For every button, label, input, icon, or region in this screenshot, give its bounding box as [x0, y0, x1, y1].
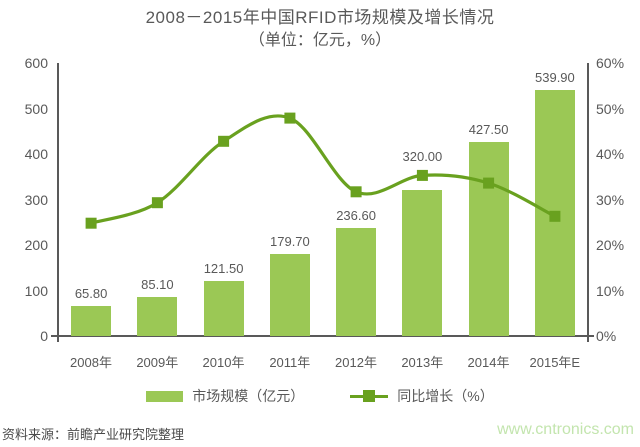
x-axis-label-2013年: 2013年	[401, 355, 444, 370]
bar-2010年	[203, 280, 244, 336]
legend: 市场规模（亿元） 同比增长（%）	[0, 386, 640, 406]
x-axis-label-2010年: 2010年	[202, 355, 245, 370]
bar-2013年	[402, 190, 443, 336]
bar-value-label: 179.70	[270, 234, 310, 250]
left-axis-tick: 400	[24, 146, 48, 162]
x-axis-label-2012年: 2012年	[335, 355, 377, 370]
bar-2009年	[137, 297, 178, 336]
left-axis-tick: 600	[24, 55, 48, 71]
bar-value-label: 65.80	[74, 286, 108, 302]
right-axis-tick: 30%	[596, 191, 625, 208]
bar-value-label: 85.10	[141, 277, 174, 293]
bar-2014年	[468, 141, 509, 336]
right-axis-tick: 60%	[596, 55, 625, 71]
left-axis-tick: 200	[24, 237, 48, 253]
bar-value-label: 320.00	[402, 149, 443, 165]
bar-value-label: 121.50	[203, 260, 244, 276]
left-axis-tick: 0	[40, 328, 48, 344]
plot-area: 65.80 85.10 121.50 179.70 236.60 320.00 427.50…	[58, 63, 588, 336]
left-axis-tick: 100	[24, 282, 48, 299]
chart-subtitle: （单位：亿元，%）	[248, 32, 392, 49]
watermark-url: www.cntronics.com	[497, 421, 634, 438]
legend-line-label: 同比增长（%）	[397, 388, 494, 404]
x-axis-label-2014年: 2014年	[467, 355, 510, 370]
bar-value-label: 236.60	[336, 208, 376, 224]
left-y-axis-line	[57, 63, 59, 342]
x-axis-label-2008年: 2008年	[70, 355, 112, 370]
legend-item-market-size: 市场规模（亿元）	[146, 386, 304, 406]
legend-bar-label: 市场规模（亿元）	[192, 388, 305, 404]
bar-value-label: 427.50	[468, 121, 509, 137]
bar-2015年E	[534, 90, 575, 336]
bar-2012年	[336, 228, 377, 336]
right-axis-tick: 40%	[596, 146, 625, 162]
right-axis-tick: 50%	[596, 100, 625, 117]
right-axis-tick: 0%	[596, 328, 617, 344]
left-axis-tick: 300	[24, 191, 48, 208]
line-series-swatch-icon	[350, 390, 389, 402]
x-axis-label-2015年E: 2015年E	[529, 355, 581, 370]
right-axis-tick: 20%	[596, 237, 625, 253]
chart-title: 2008－2015年中国RFID市场规模及增长情况	[145, 8, 495, 27]
source-note: 资料来源：前瞻产业研究院整理	[2, 427, 185, 442]
x-axis-line	[51, 335, 594, 337]
right-y-axis-line	[587, 63, 589, 342]
legend-item-growth: 同比增长（%）	[350, 386, 494, 406]
bar-series-swatch-icon	[146, 390, 184, 402]
bar-2008年	[71, 306, 112, 336]
x-axis-label-2011年: 2011年	[269, 355, 311, 370]
bar-2011年	[269, 254, 310, 336]
left-axis-tick: 500	[24, 100, 48, 117]
bar-value-label: 539.90	[535, 70, 575, 86]
right-axis-tick: 10%	[596, 282, 625, 299]
x-axis-label-2009年: 2009年	[136, 355, 179, 370]
